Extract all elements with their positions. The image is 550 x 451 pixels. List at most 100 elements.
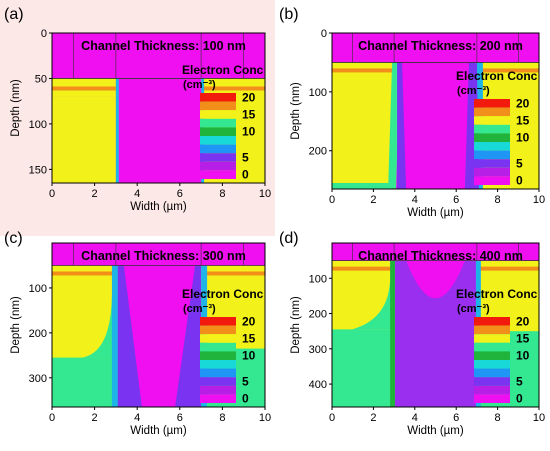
edge-left-purple [117,265,142,407]
x-tick-label: 8 [495,412,501,424]
y-tick-label: 200 [309,146,327,158]
legend-swatch [200,127,236,136]
legend: 20 15 10 5 0 Electron Conc (cm⁻³) [456,287,538,406]
y-tick-label: 0 [41,28,47,40]
legend-label: 15 [242,108,256,122]
legend-swatch [474,360,510,369]
legend-swatch [474,176,510,185]
x-tick-label: 0 [49,188,55,200]
y-tick-label: 100 [29,283,47,295]
source-band [52,271,116,276]
x-tick-label: 0 [329,412,335,424]
x-tick-label: 10 [533,412,545,424]
x-tick-label: 6 [177,188,183,200]
gate-depletion [118,78,202,183]
legend-swatch [200,385,236,395]
y-tick-label: 100 [309,87,327,99]
source-body [52,96,116,183]
x-tick-label: 4 [412,412,418,424]
legend-swatch [474,116,510,125]
legend-title: Electron Conc [456,287,538,301]
chart-title: Channel Thickness: 100 nm [81,39,246,53]
panel-label: (a) [4,6,24,23]
legend-label: 0 [516,174,523,188]
drain-band [201,271,265,276]
y-tick-label: 300 [309,344,327,356]
x-axis-label: Width (µm) [407,207,464,219]
x-tick-label: 6 [177,412,183,424]
legend-label: 10 [516,349,530,363]
legend-label: 10 [516,131,530,145]
source-region [332,62,395,189]
legend-swatch [474,334,510,343]
edge-left [115,78,119,183]
x-axis-label: Width (µm) [130,425,187,437]
plot-frame [331,242,540,408]
x-tick-label: 0 [329,194,335,206]
legend: 20 15 10 5 0 Electron Conc (cm⁻³) [456,69,538,188]
legend-swatch [474,150,510,160]
bulk-left [332,183,395,189]
legend-unit: (cm⁻³) [457,303,490,315]
y-tick-label: 50 [35,73,47,85]
legend-unit: (cm⁻³) [183,303,216,315]
x-tick-label: 2 [370,412,376,424]
x-tick-label: 4 [134,412,140,424]
legend-swatch [474,142,510,151]
y-tick-label: 300 [29,373,47,385]
legend-swatch [474,368,510,378]
x-axis-label: Width (µm) [130,201,187,213]
x-tick-label: 8 [495,194,501,206]
y-tick-label: 0 [321,28,327,40]
legend-swatch [200,136,236,145]
legend-label: 20 [516,314,530,328]
legend-swatch [200,144,236,154]
gate-depletion-purple [395,260,476,407]
x-tick-label: 2 [92,412,98,424]
x-tick-label: 2 [92,188,98,200]
legend-label: 5 [516,375,523,389]
legend-swatch [200,118,236,128]
bulk-left [332,329,395,407]
plot-frame [331,32,540,190]
y-axis-label: Depth (nm) [10,79,22,137]
legend-label: 20 [242,314,256,328]
legend-label: 20 [516,96,530,110]
legend-swatch [200,360,236,369]
legend-title: Electron Conc [456,69,538,83]
legend-swatch [474,385,510,395]
chart-title: Channel Thickness: 300 nm [81,249,246,263]
legend-swatch [200,334,236,343]
y-tick-label: 150 [29,164,47,176]
legend-label: 15 [516,114,530,128]
y-tick-label: 100 [29,119,47,131]
edge-left [111,265,118,407]
plot-frame [51,32,266,184]
legend-label: 0 [242,392,249,406]
x-tick-label: 10 [533,194,545,206]
legend-swatch [200,342,236,352]
drain-band [476,68,539,73]
bulk-curve [352,280,395,330]
legend-swatch [474,317,510,326]
legend: 20 15 10 5 0 Electron Conc (cm⁻³) [182,287,264,406]
y-tick-label: 400 [309,379,327,391]
legend-swatch [474,99,510,108]
legend-swatch [474,377,510,386]
legend-swatch [474,325,510,335]
drain-band [201,86,265,91]
legend-swatch [200,325,236,335]
panel-label: (c) [4,230,23,247]
x-tick-label: 0 [49,412,55,424]
x-tick-label: 6 [453,412,459,424]
x-tick-label: 8 [219,412,225,424]
legend-swatch [474,159,510,168]
y-tick-label: 200 [309,309,327,321]
x-tick-label: 4 [134,188,140,200]
edge-left [390,260,396,407]
x-tick-label: 2 [370,194,376,206]
